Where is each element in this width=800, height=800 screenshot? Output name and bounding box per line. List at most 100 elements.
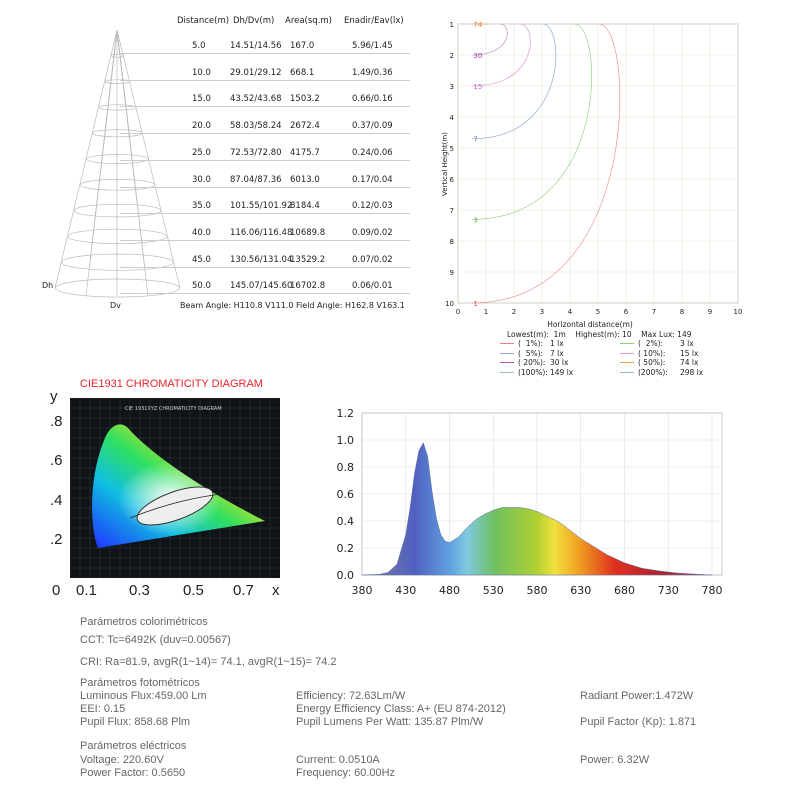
spectrum-x-tick: 480 (439, 584, 460, 597)
x-tick: 8 (680, 308, 684, 316)
spectrum-chart: 0.0 0.2 0.4 0.6 0.8 1.0 1.2 380 430 480 530 580 630 6… (337, 407, 723, 597)
x-tick: 6 (624, 308, 629, 316)
cie-x-tick: 0.7 (233, 582, 254, 599)
spectrum-x-tick: 530 (483, 584, 504, 597)
isolux-contour (471, 23, 621, 304)
header-dh-dv: Dh/Dv(m) (233, 16, 275, 26)
table-cell: 45.0 (192, 254, 211, 265)
frequency: Frequency: 60.00Hz (296, 767, 396, 779)
x-tick: 4 (568, 308, 573, 316)
table-row: 20.0 58.03/58.24 2672.4 0.37/0.09 (120, 121, 410, 135)
legend-lux: 3 lx (680, 339, 694, 348)
efficiency: Efficiency: 72.63Lm/W (296, 690, 406, 702)
table-cell: 0.37/0.09 (352, 121, 393, 132)
header-e: Enadir/Eav(lx) (344, 16, 404, 26)
table-cell: 15.0 (192, 94, 211, 105)
x-tick: 9 (708, 308, 712, 316)
legend-percent: ( 50%): (638, 358, 666, 367)
legend-percent: (100%): (518, 367, 548, 377)
beam-cone-diagram (54, 29, 181, 298)
contour-label: 74 (473, 21, 482, 29)
legend-percent: ( 2%): (638, 339, 664, 348)
table-cell: 101.55/101.92 (230, 201, 293, 212)
table-cell: 0.66/0.16 (352, 94, 393, 105)
table-cell: 13529.2 (290, 254, 326, 265)
x-tick: 7 (652, 308, 656, 316)
table-cell: 145.07/145.60 (230, 281, 293, 292)
table-row: 10.0 29.01/29.12 668.1 1.49/0.36 (120, 68, 410, 81)
legend-swatch (620, 371, 634, 373)
table-cell: 0.06/0.01 (352, 281, 393, 292)
photo-params-title: Parámetros fotométricos (80, 677, 200, 689)
legend-percent: (200%): (638, 367, 668, 377)
isolux-xlabel: Horizontal distance(m) (547, 320, 633, 329)
table-cell: 2672.4 (290, 121, 320, 132)
x-tick: 3 (540, 308, 544, 316)
table-cell: 50.0 (192, 281, 211, 292)
y-tick: 7 (450, 207, 454, 215)
table-cell: 5.0 (192, 41, 206, 51)
dv-label: Dv (110, 301, 121, 310)
cie-inner-title: CIE 1931XYZ CHROMATICITY DIAGRAM (125, 406, 222, 412)
cie-x-tick: 0 (52, 582, 61, 599)
table-cell: 16702.8 (290, 281, 326, 292)
legend-swatch (620, 343, 634, 344)
x-tick: 5 (596, 308, 600, 316)
radiant-power: Radiant Power:1.472W (580, 690, 694, 702)
isolux-summary: Lowest(m): 1m Highest(m): 10 Max Lux: 14… (507, 330, 692, 339)
table-row: 35.0 101.55/101.92 8184.4 0.12/0.03 (120, 201, 410, 215)
cie-y-tick: .8 (50, 413, 63, 430)
legend-swatch (500, 352, 514, 354)
spectrum-x-tick: 580 (527, 584, 548, 597)
luminous-flux: Luminous Flux:459.00 Lm (80, 690, 207, 702)
y-tick: 4 (450, 114, 455, 122)
isolux-chart: 0 1 2 3 4 5 6 7 8 9 10 1 2 3 4 5 6 7 8 9 10 74 30 15 7 3 1 (445, 21, 743, 316)
cie-diagram: CIE 1931XYZ CHROMATICITY DIAGRAM (70, 398, 280, 578)
y-tick: 10 (445, 300, 454, 308)
legend-lux: 30 lx (550, 358, 569, 367)
legend-percent: ( 5%): (518, 348, 544, 358)
table-cell: 87.04/87.36 (230, 174, 282, 185)
cri: CRI: Ra=81.9, avgR(1~14)= 74.1, avgR(1~1… (80, 656, 337, 668)
contour-label: 15 (473, 83, 482, 91)
y-tick: 6 (450, 176, 455, 184)
beam-angles: Beam Angle: H110.8 V111.0 Field Angle: H… (180, 301, 405, 310)
legend-lux: 1 lx (550, 339, 564, 348)
cie-y-axis: y (50, 388, 58, 405)
legend-lux: 298 lx (680, 367, 704, 377)
power-factor: Power Factor: 0.5650 (80, 767, 186, 779)
table-cell: 20.0 (192, 121, 211, 132)
table-cell: 0.17/0.04 (352, 174, 393, 185)
table-row: 30.0 87.04/87.36 6013.0 0.17/0.04 (120, 175, 410, 188)
legend-swatch (620, 352, 634, 354)
legend-lux: 149 lx (550, 367, 574, 377)
isolux-contour (471, 23, 557, 139)
table-cell: 0.12/0.03 (352, 201, 393, 212)
y-tick: 9 (450, 269, 454, 277)
table-cell: 1.49/0.36 (352, 67, 393, 78)
cie-y-tick: .6 (50, 452, 63, 469)
legend-swatch (500, 371, 514, 373)
contour-label: 1 (473, 300, 477, 308)
legend-swatch (500, 343, 514, 344)
contour-label: 30 (473, 52, 482, 60)
table-row: 40.0 116.06/116.48 10689.8 0.09/0.02 (120, 228, 410, 241)
x-tick: 10 (734, 308, 743, 316)
header-distance: Distance(m) (177, 16, 230, 26)
cie-title: CIE1931 CHROMATICITY DIAGRAM (80, 378, 263, 390)
legend-lux: 7 lx (550, 348, 564, 358)
table-cell: 8184.4 (290, 201, 320, 212)
energy-class: Energy Efficiency Class: A+ (EU 874-2012… (296, 703, 506, 715)
isolux-contour (471, 23, 592, 220)
table-cell: 668.1 (290, 67, 315, 78)
x-tick: 0 (456, 308, 460, 316)
table-cell: 5.96/1.45 (352, 41, 393, 51)
spectrum-x-tick: 430 (395, 584, 416, 597)
table-cell: 167.0 (290, 41, 315, 51)
spectrum-x-tick: 380 (352, 584, 373, 597)
table-cell: 58.03/58.24 (230, 121, 282, 132)
table-cell: 4175.7 (290, 147, 320, 158)
table-cell: 72.53/72.80 (230, 147, 282, 158)
contour-label: 7 (473, 136, 477, 144)
legend-lux: 15 lx (680, 348, 699, 358)
